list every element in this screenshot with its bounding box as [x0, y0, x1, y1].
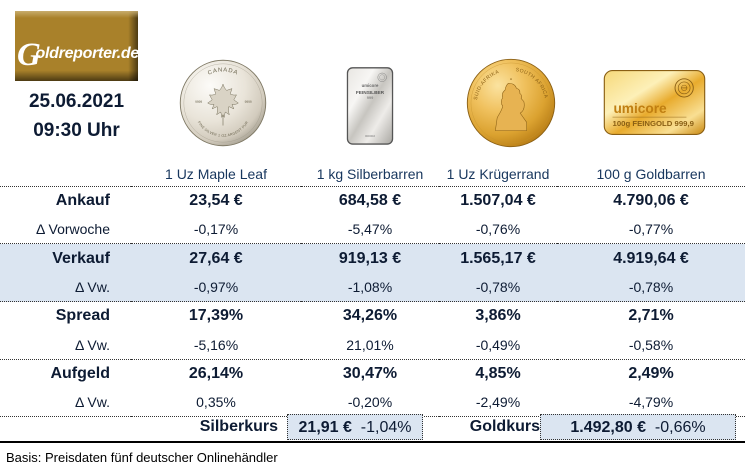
svg-text:999: 999: [367, 95, 374, 100]
svg-text:umicore: umicore: [613, 101, 667, 116]
svg-text:9999: 9999: [195, 100, 202, 104]
svg-text:000002: 000002: [365, 134, 375, 138]
svg-text:100g FEINGOLD 999,9: 100g FEINGOLD 999,9: [613, 119, 695, 128]
svg-text:umicore: umicore: [362, 83, 379, 88]
svg-text:9999: 9999: [245, 100, 252, 104]
